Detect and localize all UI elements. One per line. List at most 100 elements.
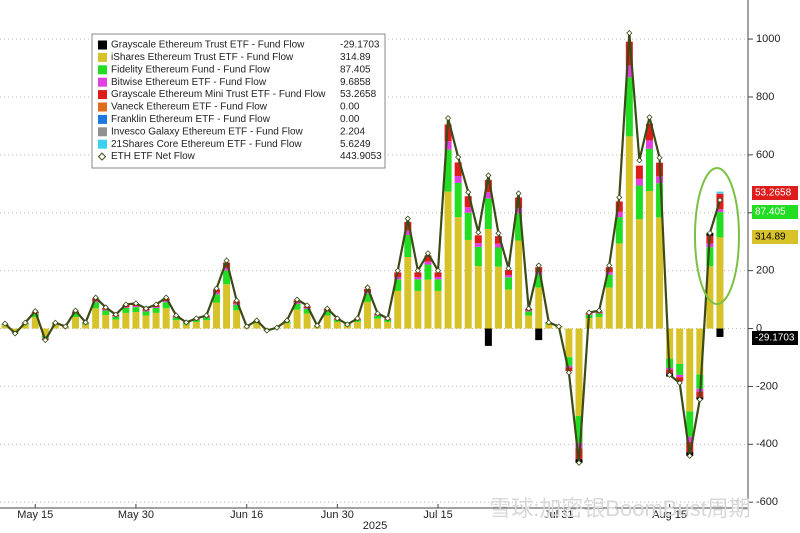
bar-segment <box>615 201 623 212</box>
bar-segment <box>505 289 513 329</box>
net-flow-marker <box>596 307 603 314</box>
net-flow-marker <box>585 309 593 316</box>
bar-segment <box>706 247 714 267</box>
bar-segment <box>293 302 301 304</box>
bar-segment <box>414 290 422 329</box>
legend-value: 0.00 <box>340 114 360 125</box>
bar-segment <box>575 442 583 449</box>
net-flow-marker <box>384 315 391 322</box>
bar-segment <box>615 217 623 244</box>
legend-label: Grayscale Ethereum Mini Trust ETF - Fund… <box>111 89 326 100</box>
net-flow-marker <box>565 369 572 376</box>
bar-segment <box>454 217 462 329</box>
bar-segment <box>716 191 724 194</box>
x-tick-label: Jun 30 <box>321 509 354 521</box>
net-flow-marker <box>495 230 502 237</box>
bar-segment <box>21 324 29 329</box>
bar-segment <box>484 180 492 193</box>
legend-swatch <box>98 127 107 137</box>
legend-label: Bitwise Ethereum ETF - Fund Flow <box>111 77 267 88</box>
bar-segment <box>434 272 442 278</box>
y-tick-label: 0 <box>756 322 762 334</box>
net-flow-marker <box>414 267 421 274</box>
bar-segment <box>464 239 472 329</box>
net-flow-marker <box>42 337 49 344</box>
bar-segment <box>716 212 724 238</box>
net-flow-marker <box>344 321 351 328</box>
bar-segment <box>192 321 200 329</box>
legend-line-marker <box>97 152 107 161</box>
bar-segment <box>696 328 704 375</box>
bar-segment <box>364 301 372 329</box>
legend-label: Vaneck Ethereum ETF - Fund Flow <box>111 102 268 113</box>
net-flow-marker <box>12 330 19 337</box>
bar-segment <box>464 212 472 240</box>
legend-label: Fidelity Ethereum Fund - Fund Flow <box>111 64 271 75</box>
legend-value: 0.00 <box>340 102 360 113</box>
net-flow-marker <box>283 317 291 324</box>
bar-segment <box>323 311 331 316</box>
bar-segment <box>444 141 452 150</box>
bar-segment <box>515 213 523 241</box>
bar-segment <box>625 136 633 329</box>
x-tick-label: May 15 <box>17 509 53 521</box>
bar-segment <box>323 315 331 329</box>
net-flow-marker <box>676 379 683 387</box>
net-flow-marker <box>575 459 583 466</box>
legend-label: Invesco Galaxy Ethereum ETF - Fund Flow <box>111 126 304 137</box>
bar-segment <box>525 311 533 316</box>
net-flow-marker <box>465 189 472 196</box>
bar-segment <box>625 65 633 78</box>
bar-segment <box>494 236 502 244</box>
net-flow-marker <box>324 305 331 312</box>
bar-segment <box>92 308 100 329</box>
bar-segment <box>132 312 140 329</box>
bar-segment <box>102 314 110 329</box>
net-flow-marker <box>293 296 301 303</box>
net-flow-marker <box>636 157 643 164</box>
legend-swatch <box>98 139 107 149</box>
net-flow-marker <box>646 114 653 121</box>
highlight-ellipse <box>694 167 740 305</box>
bar-segment <box>625 77 633 137</box>
bar-segment <box>303 313 311 329</box>
bar-segment <box>202 320 210 329</box>
bar-segment <box>575 415 583 443</box>
legend-value: 87.405 <box>340 64 371 75</box>
bar-segment <box>706 266 714 329</box>
bar-segment <box>51 324 59 329</box>
net-flow-marker <box>1 320 9 327</box>
last-value-tag <box>752 331 798 345</box>
bar-segment <box>92 302 100 309</box>
bar-segment <box>82 324 90 329</box>
bar-segment <box>575 328 583 416</box>
net-flow-marker <box>505 265 512 272</box>
net-flow-marker <box>606 262 613 269</box>
net-flow-marker <box>364 284 371 291</box>
net-flow-marker <box>666 371 673 378</box>
bar-segment <box>293 309 301 329</box>
bar-segment <box>444 149 452 192</box>
bar-segment <box>645 140 653 149</box>
bar-segment <box>394 279 402 291</box>
net-flow-marker <box>525 305 532 312</box>
last-value-label: -29.1703 <box>755 333 795 344</box>
bar-segment <box>303 308 311 314</box>
bar-segment <box>404 235 412 258</box>
x-tick-label: Jul 31 <box>544 509 573 521</box>
legend-value: 2.204 <box>340 126 365 137</box>
net-flow-marker <box>132 300 140 307</box>
net-flow-marker <box>304 302 311 309</box>
bar-segment <box>394 290 402 329</box>
y-tick-label: -200 <box>756 380 778 392</box>
legend-label: 21Shares Core Ethereum ETF - Fund Flow <box>111 139 302 150</box>
legend-box <box>91 33 386 169</box>
bar-segment <box>182 324 190 329</box>
bar-segment <box>283 323 291 329</box>
net-flow-marker <box>545 319 552 326</box>
legend-value: 53.2658 <box>340 89 377 100</box>
net-flow-marker <box>173 312 180 319</box>
legend-label: iShares Ethereum Trust ETF - Fund Flow <box>111 52 294 63</box>
bar-segment <box>404 230 412 236</box>
bar-segment <box>142 315 150 329</box>
